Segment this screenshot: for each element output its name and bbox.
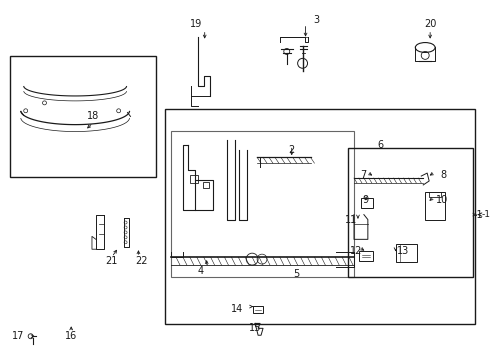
- Text: 10: 10: [436, 195, 448, 205]
- Bar: [253, 306, 263, 314]
- Text: 20: 20: [424, 19, 436, 29]
- Text: 13: 13: [397, 246, 410, 256]
- Bar: [10, 57, 156, 177]
- Text: 17: 17: [12, 331, 24, 341]
- Bar: [348, 148, 473, 277]
- Text: -1: -1: [474, 210, 484, 220]
- Bar: [361, 198, 373, 208]
- Text: 12: 12: [350, 246, 362, 256]
- Text: 2: 2: [289, 145, 295, 155]
- Text: 8: 8: [440, 170, 446, 180]
- Text: 15: 15: [249, 323, 261, 333]
- Text: 4: 4: [197, 266, 204, 276]
- Bar: [203, 182, 209, 188]
- Text: 11: 11: [345, 215, 357, 225]
- Text: 19: 19: [190, 19, 202, 29]
- Text: 9: 9: [363, 195, 369, 205]
- Text: 5: 5: [294, 269, 300, 279]
- Text: 22: 22: [135, 256, 147, 266]
- Text: 7: 7: [360, 170, 366, 180]
- Bar: [165, 109, 475, 324]
- Text: 14: 14: [231, 303, 244, 314]
- Bar: [171, 131, 354, 277]
- Text: -1: -1: [482, 210, 490, 219]
- Bar: [190, 175, 198, 183]
- Bar: [425, 192, 445, 220]
- Text: 3: 3: [314, 15, 319, 25]
- Text: 21: 21: [105, 256, 118, 266]
- Text: 18: 18: [87, 111, 99, 121]
- Bar: [359, 251, 373, 261]
- Bar: [395, 244, 417, 262]
- Text: 16: 16: [65, 331, 77, 341]
- Text: 6: 6: [378, 140, 384, 150]
